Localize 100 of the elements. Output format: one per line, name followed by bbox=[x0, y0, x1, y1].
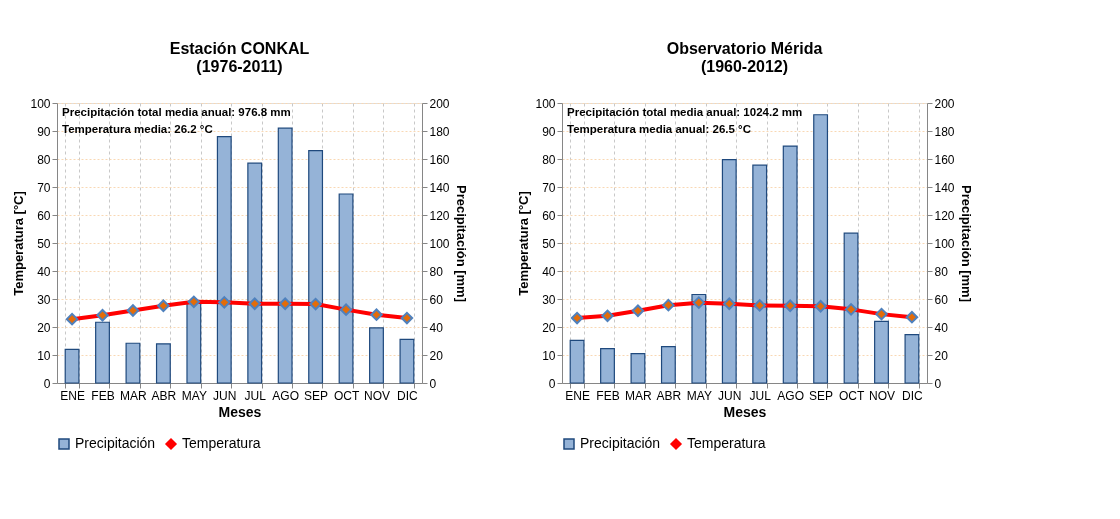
y-tick-label: 0 bbox=[548, 376, 556, 391]
x-tick-label: NOV bbox=[868, 388, 895, 403]
bar bbox=[247, 162, 263, 384]
bar bbox=[338, 193, 354, 384]
y2-tick-label: 140 bbox=[429, 180, 450, 195]
bar bbox=[600, 347, 615, 384]
y-tick-label: 80 bbox=[37, 152, 51, 167]
y2-tick-label: 20 bbox=[934, 348, 949, 363]
y-tick-label: 100 bbox=[30, 96, 51, 111]
bar bbox=[569, 339, 585, 384]
y2-tick-label: 160 bbox=[429, 152, 450, 167]
y-tick-label: 70 bbox=[542, 180, 556, 195]
x-tick-label: OCT bbox=[838, 388, 865, 403]
y-tick-label: 60 bbox=[37, 208, 51, 223]
bar bbox=[843, 232, 859, 384]
y2-tick-label: 100 bbox=[429, 236, 450, 251]
legend-label: Temperatura bbox=[182, 435, 261, 451]
y-tick-label: 10 bbox=[37, 348, 51, 363]
x-tick-label: MAR bbox=[120, 388, 148, 403]
y-tick-label: 40 bbox=[37, 264, 51, 279]
bar bbox=[782, 145, 798, 384]
y2-tick-label: 80 bbox=[934, 264, 949, 279]
x-tick-label: DIC bbox=[902, 388, 924, 403]
x-tick-label: ENE bbox=[60, 388, 85, 403]
annotation: Precipitación total media anual: 1024.2 mm bbox=[567, 106, 803, 118]
bar bbox=[691, 293, 707, 384]
x-tick-label: ABR bbox=[151, 388, 177, 403]
annotation: Precipitación total media anual: 976.8 mm bbox=[62, 106, 291, 118]
x-tick-label: DIC bbox=[397, 388, 419, 403]
legend-label: Precipitación bbox=[580, 435, 661, 451]
x-tick-label: ABR bbox=[656, 388, 682, 403]
y-tick-label: 30 bbox=[37, 292, 51, 307]
y2-tick-label: 180 bbox=[429, 124, 450, 139]
y-tick-label: 70 bbox=[37, 180, 51, 195]
x-tick-label: FEB bbox=[91, 388, 115, 403]
x-tick-label: MAY bbox=[181, 388, 207, 403]
y2-tick-label: 120 bbox=[429, 208, 450, 223]
x-tick-label: MAY bbox=[686, 388, 712, 403]
x-tick-label: SEP bbox=[809, 388, 834, 403]
bar bbox=[95, 321, 110, 384]
bar bbox=[630, 353, 646, 384]
bar bbox=[64, 348, 80, 384]
y-tick-label: 20 bbox=[37, 320, 51, 335]
y-tick-label: 90 bbox=[37, 124, 51, 139]
bar bbox=[186, 301, 202, 384]
bar bbox=[277, 127, 293, 384]
y2-axis-title: Precipitación [mm] bbox=[453, 184, 469, 303]
bar bbox=[216, 136, 232, 384]
y2-axis-title: Precipitación [mm] bbox=[958, 184, 974, 303]
y2-tick-label: 80 bbox=[429, 264, 444, 279]
y-axis-title: Temperatura [°C] bbox=[11, 191, 27, 296]
y2-tick-label: 0 bbox=[429, 376, 437, 391]
x-tick-label: MAR bbox=[625, 388, 653, 403]
x-tick-label: SEP bbox=[304, 388, 329, 403]
y-tick-label: 50 bbox=[542, 236, 556, 251]
x-tick-label: NOV bbox=[363, 388, 390, 403]
y-tick-label: 100 bbox=[535, 96, 556, 111]
y2-tick-label: 160 bbox=[934, 152, 955, 167]
bar bbox=[308, 150, 324, 384]
y-tick-label: 20 bbox=[542, 320, 556, 335]
bar bbox=[125, 342, 141, 384]
bar bbox=[155, 343, 171, 384]
y-tick-label: 0 bbox=[43, 376, 51, 391]
bar bbox=[752, 164, 768, 384]
x-axis-title: Meses bbox=[218, 403, 262, 420]
chart-title: Estación CONKAL (1976-2011) bbox=[169, 40, 310, 75]
x-tick-label: JUN bbox=[213, 388, 237, 403]
y-tick-label: 40 bbox=[542, 264, 556, 279]
y2-tick-label: 60 bbox=[934, 292, 949, 307]
bar bbox=[904, 333, 920, 384]
bar bbox=[369, 327, 384, 384]
y2-tick-label: 100 bbox=[934, 236, 955, 251]
y2-tick-label: 40 bbox=[429, 320, 444, 335]
y-tick-label: 80 bbox=[542, 152, 556, 167]
annotation: Temperatura media anual: 26.5 °C bbox=[567, 123, 751, 135]
legend-label: Precipitación bbox=[75, 435, 156, 451]
x-tick-label: JUN bbox=[718, 388, 742, 403]
y2-tick-label: 180 bbox=[934, 124, 955, 139]
y2-tick-label: 200 bbox=[429, 96, 450, 111]
x-tick-label: FEB bbox=[596, 388, 620, 403]
y-axis-title: Temperatura [°C] bbox=[516, 191, 532, 296]
y2-tick-label: 40 bbox=[934, 320, 949, 335]
y2-tick-label: 0 bbox=[934, 376, 942, 391]
x-tick-label: AGO bbox=[272, 388, 299, 403]
y-tick-label: 10 bbox=[542, 348, 556, 363]
y-tick-label: 90 bbox=[542, 124, 556, 139]
x-tick-label: JUL bbox=[749, 388, 772, 403]
bar bbox=[399, 338, 415, 384]
y-tick-label: 60 bbox=[542, 208, 556, 223]
bar bbox=[660, 346, 676, 384]
x-tick-label: JUL bbox=[244, 388, 267, 403]
y2-tick-label: 200 bbox=[934, 96, 955, 111]
chart-title: Observatorio Mérida (1960-2012) bbox=[666, 40, 823, 75]
y2-tick-label: 20 bbox=[429, 348, 444, 363]
y2-tick-label: 120 bbox=[934, 208, 955, 223]
x-tick-label: AGO bbox=[777, 388, 804, 403]
y-tick-label: 30 bbox=[542, 292, 556, 307]
x-axis-title: Meses bbox=[723, 403, 767, 420]
y-tick-label: 50 bbox=[37, 236, 51, 251]
y2-tick-label: 60 bbox=[429, 292, 444, 307]
